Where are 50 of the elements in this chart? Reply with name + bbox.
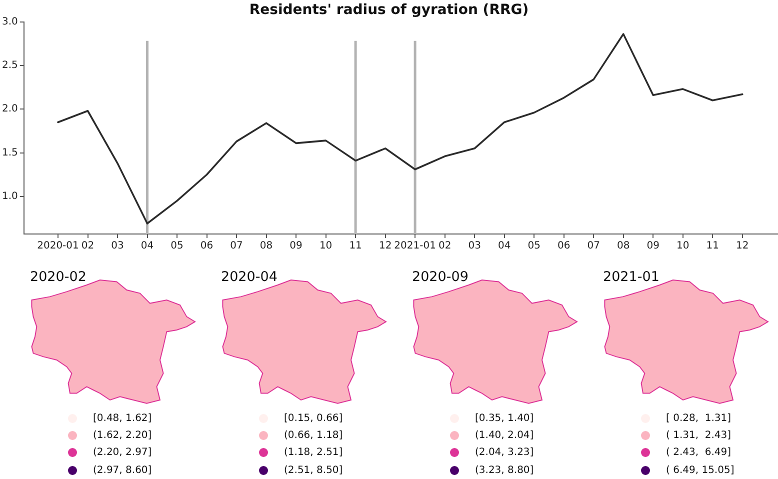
x-tick-label: 03 (468, 240, 481, 252)
category-label: [0.15, 0.66] (284, 412, 343, 424)
x-tick-label: 12 (736, 240, 749, 252)
category-label: (2.51, 8.50] (284, 464, 343, 477)
x-tick-label: 04 (140, 240, 154, 252)
x-tick-label: 11 (706, 240, 719, 252)
y-tick-label: 1.5 (2, 147, 18, 158)
category-label: (1.40, 2.04] (475, 428, 534, 442)
category-label: [0.48, 1.62] (93, 412, 152, 424)
x-tick-label: 09 (290, 240, 302, 252)
x-tick-label: 07 (587, 240, 600, 252)
category-label: [0.35, 1.40] (475, 412, 534, 424)
x-tick-label: 12 (378, 240, 392, 252)
category-label: (2.04, 3.23] (475, 446, 534, 460)
text: 2020-02 (30, 269, 86, 285)
category-label: ( 1.31, 2.43] (666, 428, 732, 442)
x-tick-label: 10 (319, 240, 332, 252)
x-tick-label: 03 (111, 240, 124, 252)
x-tick-label: 05 (170, 240, 184, 252)
x-tick-label: 2021-01 (394, 240, 436, 252)
x-tick-label: 06 (200, 240, 214, 252)
x-tick-label: 09 (646, 240, 660, 252)
x-tick-label: 06 (557, 240, 570, 252)
x-tick-label: 08 (616, 240, 630, 252)
text: 2020-09 (412, 269, 468, 285)
y-tick-label: 2.5 (2, 60, 18, 72)
x-tick-label: 05 (528, 240, 540, 252)
category-label: [ 0.28, 1.31] (666, 412, 732, 424)
text: 2021-01 (603, 269, 660, 285)
y-tick-label: 2.0 (2, 104, 18, 115)
category-label: (1.62, 2.20] (93, 428, 152, 442)
category-label: ( 2.43, 6.49] (666, 446, 732, 460)
y-tick-label: 3.0 (2, 16, 18, 28)
category-label: (1.18, 2.51] (284, 446, 343, 460)
x-tick-label: 10 (676, 240, 690, 252)
x-tick-label: 02 (438, 240, 452, 252)
text: 2020-04 (221, 269, 278, 285)
x-tick-label: 02 (81, 240, 94, 252)
x-tick-label: 2020-01 (37, 240, 79, 252)
category-label: (0.66, 1.18] (284, 428, 343, 442)
chart-title: Residents' radius of gyration (RRG) (249, 2, 529, 18)
x-tick-label: 07 (230, 240, 243, 252)
category-label: (2.20, 2.97] (93, 446, 152, 460)
y-tick-label: 1.0 (2, 191, 18, 202)
x-tick-label: 08 (260, 240, 273, 252)
category-label: (2.97, 8.60] (93, 464, 152, 477)
x-tick-label: 04 (498, 240, 511, 252)
x-tick-label: 11 (349, 240, 362, 252)
category-label: ( 6.49, 15.05] (666, 464, 734, 477)
category-label: (3.23, 8.80] (475, 464, 534, 477)
